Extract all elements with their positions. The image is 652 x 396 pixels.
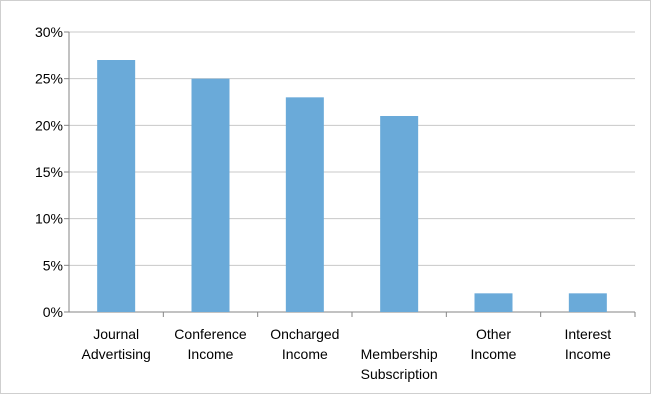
x-category-label-line: Subscription [361,366,438,382]
x-category-label: Journal Advertising [82,326,151,362]
x-category-label: Oncharged Income [270,326,339,362]
y-tick-label: 30% [35,24,63,40]
x-category-label: Other Income [471,326,517,362]
x-category-label-line: Interest [564,326,611,342]
x-category-label-line: Membership [361,346,438,362]
bar [285,97,324,312]
x-category-label: Interest Income [564,326,611,362]
x-category-label-line: Income [471,346,517,362]
bar [568,293,607,312]
x-category-label-line: Advertising [82,346,151,362]
bar [191,78,230,313]
y-tick-label: 5% [43,257,63,273]
x-category-label-line: Income [188,346,234,362]
x-category-label-line: Income [565,346,611,362]
x-category-label-line: Conference [174,326,247,342]
y-tick-label: 10% [35,211,63,227]
x-category-label-line: Other [476,326,511,342]
y-tick-label: 0% [43,304,63,320]
bar [380,116,419,312]
x-category-label-line: Income [282,346,328,362]
y-tick-label: 25% [35,71,63,87]
x-category-label-line: Oncharged [270,326,339,342]
x-category-label: Conference Income [174,326,247,362]
bar [97,60,136,312]
x-category-label-line: Journal [93,326,139,342]
y-tick-label: 20% [35,117,63,133]
x-category-label: Membership Subscription [361,346,438,382]
y-tick-label: 15% [35,164,63,180]
bar [474,293,513,312]
